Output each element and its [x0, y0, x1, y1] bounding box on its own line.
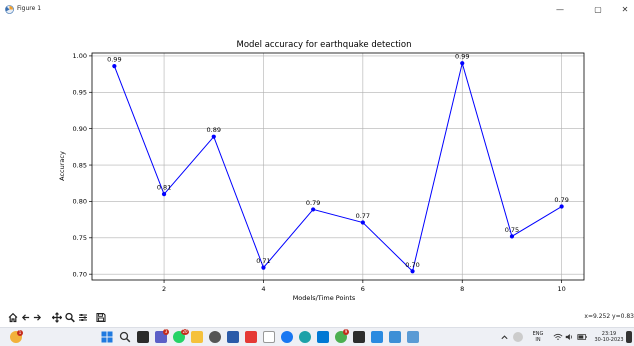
task-view-icon[interactable]: [137, 331, 149, 343]
y-tick-label: 0.85: [73, 161, 87, 169]
accuracy-line-chart: 2 4 6 8 10 0.70 0.75 0.80 0.85 0.90 0.95 1.00 0.99 0…: [58, 40, 585, 302]
onedrive-icon[interactable]: [513, 332, 523, 342]
x-tick-label: 8: [460, 285, 464, 293]
back-arrow-icon[interactable]: [21, 312, 30, 323]
data-point: [360, 220, 365, 225]
idle-python-icon[interactable]: [389, 331, 401, 343]
data-point: [112, 63, 117, 69]
data-point: [460, 61, 465, 66]
data-point: [211, 134, 216, 139]
save-icon[interactable]: [96, 312, 106, 323]
data-label: 0.99: [107, 56, 121, 64]
data-label: 0.99: [455, 53, 469, 61]
minimize-icon: —: [556, 5, 564, 14]
x-axis-label: Models/Time Points: [293, 294, 356, 302]
chrome-badge: 9: [343, 329, 349, 335]
close-button[interactable]: ✕: [616, 3, 634, 17]
whatsapp-badge: 20: [181, 329, 189, 335]
y-tick-label: 0.80: [73, 198, 87, 206]
x-tick-label: 10: [557, 285, 565, 293]
y-axis-label: Accuracy: [58, 151, 66, 181]
store-icon[interactable]: [227, 331, 239, 343]
wifi-icon[interactable]: [553, 331, 563, 343]
facebook-icon[interactable]: [281, 331, 293, 343]
navigation-toolbar: x=9.252 y=0.83: [0, 310, 634, 324]
maximize-icon: ▢: [594, 5, 602, 14]
data-label: 0.81: [157, 184, 171, 192]
data-label: 0.71: [256, 257, 270, 265]
language-code: ENG: [532, 331, 544, 337]
vscode-icon[interactable]: [371, 331, 383, 343]
zoom-icon[interactable]: [65, 312, 75, 323]
close-icon: ✕: [621, 5, 629, 14]
x-tick-label: 6: [361, 285, 365, 293]
figure-canvas[interactable]: 2 4 6 8 10 0.70 0.75 0.80 0.85 0.90 0.95 1.00 0.99 0…: [0, 20, 634, 307]
data-point: [161, 192, 167, 197]
accuracy-series-line: [113, 61, 562, 273]
volume-icon[interactable]: [565, 331, 574, 343]
y-tick-label: 1.00: [73, 52, 87, 60]
y-tick-label: 0.70: [73, 270, 87, 278]
pan-icon[interactable]: [52, 312, 62, 323]
file-explorer-icon[interactable]: [191, 331, 203, 343]
data-label: 0.70: [405, 261, 419, 269]
python-window-icon[interactable]: [407, 331, 419, 343]
os-taskbar: 1 3 20 9 ENG IN: [0, 327, 634, 346]
chart-title: Model accuracy for earthquake detection: [236, 40, 411, 50]
clock-time: 23:19: [601, 331, 617, 337]
windows-start-icon[interactable]: [101, 331, 113, 343]
x-tick-label: 2: [162, 285, 166, 293]
dell-icon[interactable]: [209, 331, 221, 343]
maximize-button[interactable]: ▢: [589, 3, 607, 17]
system-clock[interactable]: 23:19 30-10-2023: [592, 331, 626, 343]
data-point: [509, 234, 515, 239]
teams-badge: 3: [163, 329, 169, 335]
terminal-icon[interactable]: [353, 331, 365, 343]
chevron-up-icon[interactable]: [500, 331, 509, 343]
data-point: [311, 207, 316, 212]
region-code: IN: [535, 337, 541, 343]
weather-badge: 1: [17, 330, 23, 336]
battery-icon[interactable]: [577, 331, 588, 343]
y-tick-label: 0.75: [73, 234, 87, 242]
data-point: [261, 265, 266, 270]
link-app-icon[interactable]: [263, 331, 275, 343]
search-icon[interactable]: [119, 331, 131, 343]
title-bar: Figure 1 — ▢ ✕: [0, 0, 634, 20]
configure-subplots-icon[interactable]: [78, 312, 88, 323]
forward-arrow-icon[interactable]: [33, 312, 42, 323]
data-label: 0.75: [505, 226, 519, 234]
minimize-button[interactable]: —: [551, 3, 569, 17]
clock-date: 30-10-2023: [594, 337, 624, 343]
edge-icon[interactable]: [299, 331, 311, 343]
data-point: [559, 204, 564, 209]
x-tick-label: 4: [261, 285, 265, 293]
matplotlib-app-icon: [5, 5, 14, 14]
data-label: 0.79: [554, 196, 568, 204]
data-label: 0.89: [207, 126, 221, 134]
notification-bell-icon[interactable]: [626, 331, 632, 343]
data-label: 0.77: [356, 212, 370, 220]
language-indicator[interactable]: ENG IN: [530, 331, 546, 343]
home-icon[interactable]: [8, 312, 18, 323]
plot-frame: [91, 52, 585, 281]
outlook-icon[interactable]: [317, 331, 329, 343]
youtube-icon[interactable]: [245, 331, 257, 343]
data-point: [410, 269, 415, 274]
y-tick-label: 0.90: [73, 125, 87, 133]
data-label: 0.79: [306, 199, 320, 207]
cursor-coordinates: x=9.252 y=0.83: [584, 313, 634, 320]
y-tick-label: 0.95: [73, 89, 87, 97]
window-title: Figure 1: [17, 5, 42, 12]
